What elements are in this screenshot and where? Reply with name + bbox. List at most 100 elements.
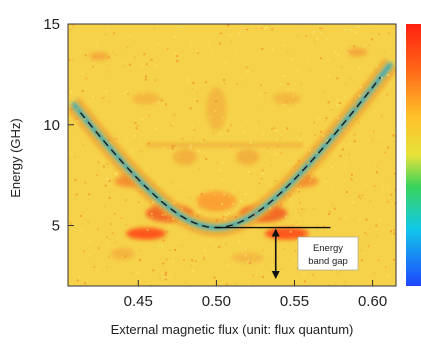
heat-blob bbox=[231, 252, 264, 263]
noise-speck bbox=[326, 202, 329, 205]
noise-speck bbox=[338, 138, 341, 141]
noise-speck bbox=[225, 59, 227, 62]
noise-speck bbox=[353, 106, 356, 109]
noise-speck bbox=[247, 283, 250, 286]
noise-speck bbox=[225, 165, 228, 167]
noise-speck bbox=[92, 65, 94, 68]
noise-speck bbox=[98, 45, 101, 48]
noise-speck bbox=[250, 172, 253, 175]
noise-speck bbox=[257, 120, 260, 123]
noise-speck bbox=[110, 141, 113, 144]
noise-speck bbox=[198, 210, 201, 213]
noise-speck bbox=[343, 162, 346, 165]
noise-speck bbox=[108, 238, 111, 240]
noise-speck bbox=[189, 250, 192, 252]
noise-speck bbox=[125, 140, 128, 142]
noise-speck bbox=[179, 220, 182, 223]
noise-speck bbox=[146, 108, 149, 110]
noise-speck bbox=[358, 94, 361, 97]
noise-speck bbox=[149, 176, 152, 179]
noise-speck bbox=[176, 60, 179, 62]
noise-speck bbox=[166, 47, 169, 50]
noise-speck bbox=[162, 239, 165, 242]
noise-speck bbox=[273, 127, 276, 129]
noise-speck bbox=[168, 272, 171, 275]
noise-speck bbox=[301, 208, 303, 211]
annotation-line-2: band gap bbox=[308, 256, 348, 267]
noise-speck bbox=[232, 202, 235, 205]
noise-speck bbox=[98, 247, 100, 250]
noise-speck bbox=[107, 256, 110, 259]
noise-speck bbox=[375, 171, 378, 174]
noise-speck bbox=[275, 138, 278, 141]
noise-speck bbox=[341, 148, 344, 150]
noise-speck bbox=[359, 86, 362, 89]
noise-speck bbox=[390, 230, 392, 233]
noise-speck bbox=[101, 160, 104, 163]
noise-speck bbox=[153, 36, 156, 39]
noise-speck bbox=[214, 109, 217, 112]
noise-speck bbox=[134, 56, 137, 59]
noise-speck bbox=[309, 149, 311, 152]
noise-speck bbox=[243, 131, 246, 134]
noise-speck bbox=[154, 63, 157, 66]
noise-speck bbox=[203, 139, 206, 142]
noise-speck bbox=[238, 66, 241, 69]
noise-speck bbox=[288, 194, 291, 197]
noise-speck bbox=[234, 50, 237, 53]
band-gap-marker bbox=[216, 226, 331, 279]
noise-speck bbox=[105, 90, 108, 93]
y-tick-label: 15 bbox=[43, 16, 60, 33]
noise-speck bbox=[221, 116, 224, 119]
noise-speck bbox=[225, 242, 228, 245]
noise-speck bbox=[105, 236, 108, 238]
noise-speck bbox=[262, 249, 264, 252]
noise-speck bbox=[297, 159, 300, 162]
noise-speck bbox=[393, 232, 396, 235]
noise-speck bbox=[163, 219, 165, 222]
noise-speck bbox=[394, 189, 396, 191]
noise-speck bbox=[234, 83, 237, 86]
noise-speck bbox=[119, 268, 121, 271]
noise-speck bbox=[197, 119, 200, 122]
noise-speck bbox=[313, 121, 316, 124]
noise-speck bbox=[94, 162, 97, 165]
noise-speck bbox=[380, 115, 383, 118]
noise-speck bbox=[212, 132, 215, 135]
noise-speck bbox=[246, 66, 249, 69]
noise-speck bbox=[328, 130, 331, 133]
noise-speck bbox=[164, 278, 167, 281]
noise-speck bbox=[363, 45, 366, 48]
noise-speck bbox=[145, 63, 148, 66]
noise-speck bbox=[169, 249, 172, 252]
noise-speck bbox=[246, 28, 249, 31]
noise-speck bbox=[70, 221, 73, 224]
noise-speck bbox=[160, 99, 163, 102]
noise-speck bbox=[104, 233, 107, 236]
noise-speck bbox=[386, 93, 389, 96]
noise-speck bbox=[141, 138, 144, 141]
noise-speck bbox=[136, 125, 139, 127]
band-gap-arrowhead-up bbox=[271, 228, 280, 237]
noise-speck bbox=[313, 40, 316, 43]
noise-speck bbox=[262, 169, 264, 172]
noise-speck bbox=[127, 91, 130, 94]
noise-speck bbox=[187, 225, 190, 228]
noise-speck bbox=[337, 117, 339, 120]
noise-speck bbox=[302, 220, 305, 223]
noise-speck bbox=[387, 74, 390, 76]
noise-speck bbox=[323, 225, 326, 228]
noise-speck bbox=[146, 229, 149, 232]
noise-speck bbox=[336, 77, 339, 80]
noise-speck bbox=[326, 139, 329, 142]
noise-speck bbox=[291, 58, 294, 61]
noise-speck bbox=[376, 165, 378, 168]
noise-speck bbox=[229, 145, 232, 148]
noise-speck bbox=[191, 88, 194, 91]
noise-speck bbox=[205, 81, 207, 84]
noise-speck bbox=[383, 151, 386, 154]
noise-speck bbox=[334, 270, 337, 272]
noise-speck bbox=[103, 113, 106, 116]
noise-speck bbox=[225, 128, 228, 131]
